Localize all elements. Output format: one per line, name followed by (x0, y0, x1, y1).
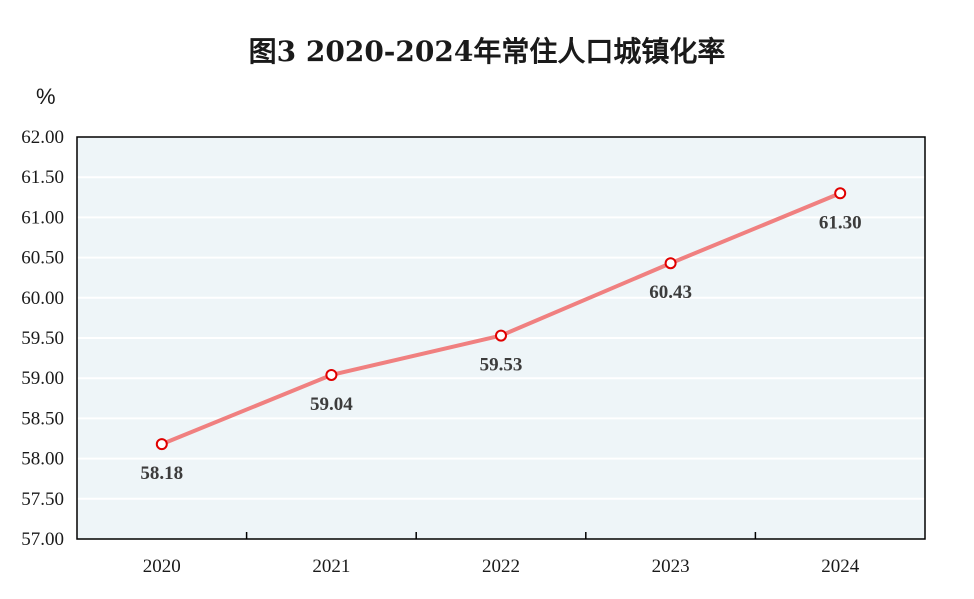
plot-frame (76, 136, 926, 540)
y-tick-label: 57.00 (21, 529, 64, 550)
y-tick-label: 57.50 (21, 489, 64, 510)
x-tick-label: 2020 (143, 556, 181, 577)
y-tick-label: 58.00 (21, 449, 64, 470)
y-tick-label: 59.50 (21, 328, 64, 349)
data-label: 61.30 (819, 212, 862, 233)
data-point (664, 257, 677, 270)
y-tick-label: 60.00 (21, 288, 64, 309)
data-point (155, 438, 168, 451)
x-tick-label: 2022 (482, 556, 520, 577)
data-point (325, 368, 338, 381)
x-tick-label: 2023 (652, 556, 690, 577)
x-axis-ticks: 2020 2021 2022 2023 2024 (143, 532, 860, 577)
gridlines (77, 176, 925, 500)
series (155, 187, 847, 451)
data-labels: 58.18 59.04 59.53 60.43 61.30 (140, 212, 861, 484)
y-tick-label: 58.50 (21, 408, 64, 429)
chart-title: 图3 2020-2024年常住人口城镇化率 (248, 35, 726, 68)
data-label: 58.18 (140, 463, 183, 484)
y-axis-unit-label: % (36, 84, 56, 109)
x-tick-label: 2024 (821, 556, 860, 577)
data-point (834, 187, 847, 200)
data-label: 59.04 (310, 394, 353, 415)
y-tick-label: 62.00 (21, 127, 64, 148)
y-axis-ticks: 57.00 57.50 58.00 58.50 59.00 59.50 60.00 60.50… (21, 127, 64, 550)
y-tick-label: 60.50 (21, 248, 64, 269)
data-label: 59.53 (480, 355, 523, 376)
y-tick-label: 61.00 (21, 207, 64, 228)
data-label: 60.43 (649, 282, 692, 303)
y-tick-label: 59.00 (21, 368, 64, 389)
x-tick-label: 2021 (312, 556, 350, 577)
data-point (495, 329, 507, 342)
y-tick-label: 61.50 (21, 167, 64, 188)
axes (76, 136, 926, 540)
